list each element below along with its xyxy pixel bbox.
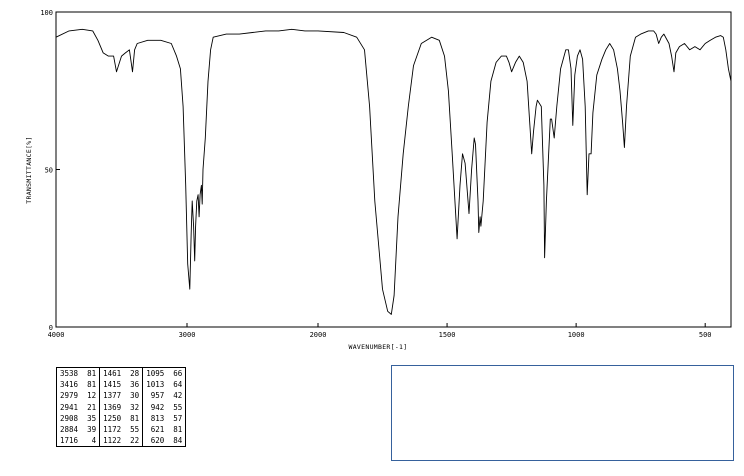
- peak-wavenumber-cell: 1716: [60, 436, 79, 446]
- y-axis-ticks: 100 50 0: [40, 9, 60, 332]
- peak-transmittance-cell: 81: [84, 379, 101, 391]
- peak-wavenumber-cell: 957: [150, 391, 165, 401]
- peak-wavenumber-cell: 1095: [146, 369, 165, 378]
- peak-transmittance-cell: 57: [173, 413, 183, 423]
- peak-table-row: 1716 4 1122 22 620 84: [57, 435, 186, 447]
- peak-table: 3538 81 1461 28 1095 66 3416 81 1415 36 1013 64 2979…: [56, 367, 187, 448]
- peak-table-row: 2979 12 1377 30 957 42: [57, 390, 186, 402]
- peak-transmittance-cell: 42: [173, 391, 183, 401]
- peak-wavenumber-cell: 2884: [60, 425, 79, 435]
- peak-wavenumber-cell: 1250: [103, 413, 122, 423]
- peak-wavenumber-cell: 1013: [146, 380, 165, 390]
- peak-transmittance-cell: 81: [127, 412, 144, 425]
- peak-wavenumber-cell: 813: [150, 413, 165, 423]
- peak-transmittance-cell: 32: [127, 401, 144, 413]
- x-tick-label: 4000: [48, 331, 65, 339]
- peak-transmittance-cell: 36: [127, 379, 144, 391]
- peak-wavenumber-cell: 1377: [103, 391, 122, 401]
- peak-transmittance-cell: 39: [84, 424, 101, 436]
- x-axis-ticks: 4000 3000 2000 1500 1000 500: [48, 323, 712, 339]
- peak-wavenumber-cell: 1122: [103, 436, 122, 446]
- peak-transmittance-cell: 35: [84, 412, 101, 425]
- x-tick-label: 1000: [568, 331, 585, 339]
- x-tick-label: 2000: [310, 331, 327, 339]
- y-tick-label: 50: [45, 167, 53, 175]
- peak-table-row: 3538 81 1461 28 1095 66: [57, 367, 186, 380]
- peak-wavenumber-cell: 1461: [103, 369, 122, 378]
- peak-wavenumber-cell: 2941: [60, 402, 79, 412]
- peak-wavenumber-cell: 942: [150, 402, 165, 412]
- info-box: [391, 365, 734, 461]
- peak-transmittance-cell: 30: [127, 390, 144, 402]
- peak-table-row: 2908 35 1250 81 813 57: [57, 412, 186, 425]
- y-tick-label: 0: [49, 324, 53, 332]
- x-axis-title: WAVENUMBER[-1]: [349, 343, 408, 351]
- peak-table-row: 3416 81 1415 36 1013 64: [57, 379, 186, 391]
- peak-transmittance-cell: 64: [173, 380, 183, 390]
- peak-transmittance-cell: 22: [127, 435, 144, 447]
- peak-transmittance-cell: 21: [84, 401, 101, 413]
- peak-wavenumber-cell: 2908: [60, 413, 79, 423]
- x-tick-label: 500: [699, 331, 712, 339]
- peak-wavenumber-cell: 2979: [60, 391, 79, 401]
- peak-transmittance-cell: 81: [84, 367, 101, 380]
- peak-wavenumber-cell: 3416: [60, 380, 79, 390]
- peak-table-row: 2884 39 1172 55 621 81: [57, 424, 186, 436]
- peak-transmittance-cell: 81: [173, 425, 183, 435]
- peak-transmittance-cell: 66: [173, 369, 183, 378]
- y-axis-title: TRANSMITTANCE[%]: [25, 136, 33, 203]
- peak-transmittance-cell: 12: [84, 390, 101, 402]
- peak-wavenumber-cell: 1369: [103, 402, 122, 412]
- peak-transmittance-cell: 84: [173, 436, 183, 446]
- peak-transmittance-cell: 55: [173, 402, 183, 412]
- peak-wavenumber-cell: 1415: [103, 380, 122, 390]
- spectrum-line: [55, 28, 732, 315]
- peak-wavenumber-cell: 620: [150, 436, 165, 446]
- y-tick-label: 100: [40, 9, 53, 17]
- peak-wavenumber-cell: 1172: [103, 425, 122, 435]
- peak-wavenumber-cell: 3538: [60, 369, 79, 378]
- peak-wavenumber-cell: 621: [150, 425, 165, 435]
- peak-transmittance-cell: 4: [84, 435, 101, 447]
- x-tick-label: 3000: [179, 331, 196, 339]
- peak-table-row: 2941 21 1369 32 942 55: [57, 401, 186, 413]
- peak-transmittance-cell: 28: [127, 367, 144, 380]
- x-tick-label: 1500: [439, 331, 456, 339]
- peak-transmittance-cell: 55: [127, 424, 144, 436]
